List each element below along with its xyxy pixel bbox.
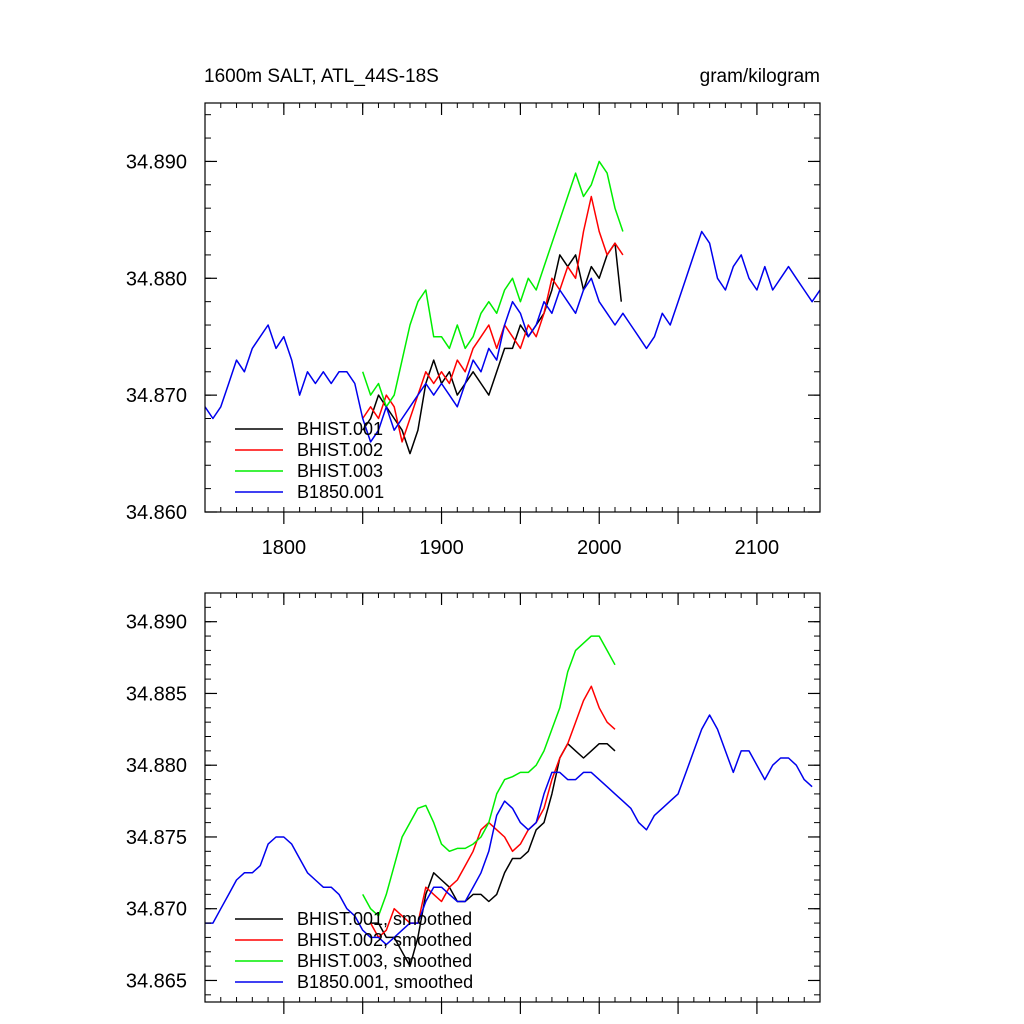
- x-tick-label: 2000: [577, 537, 622, 559]
- y-tick-label: 34.885: [126, 683, 187, 705]
- top-panel: 1600m SALT, ATL_44S-18S gram/kilogram 18…: [126, 66, 821, 559]
- y-tick-label: 34.880: [126, 268, 187, 290]
- chart-title: 1600m SALT, ATL_44S-18S: [204, 66, 439, 87]
- legend-label: BHIST.003, smoothed: [297, 951, 472, 971]
- bottom-panel: 34.865 34.870 34.875 34.880 34.885 34.890 BHIS…: [126, 592, 821, 1014]
- series-line-4: [205, 714, 813, 946]
- x-tick-label: 1900: [419, 537, 464, 559]
- x-tick-label: 2100: [735, 537, 780, 559]
- y-tick-label: 34.870: [126, 385, 187, 407]
- plot-frame: [204, 592, 821, 1003]
- y-tick-label: 34.880: [126, 755, 187, 777]
- series-line-3: [361, 160, 624, 408]
- y-tick-label: 34.870: [126, 899, 187, 921]
- y-tick-label: 34.860: [126, 502, 187, 524]
- plot-frame: [204, 102, 821, 513]
- series-line-1: [362, 242, 623, 455]
- y-tick-label: 34.865: [126, 970, 187, 992]
- x-tick-label: 1800: [262, 537, 307, 559]
- series-line-2: [362, 195, 624, 443]
- y-tick-label: 34.875: [126, 827, 187, 849]
- legend-label: BHIST.002: [297, 440, 383, 460]
- series-line-3: [362, 635, 616, 917]
- legend-label: B1850.001, smoothed: [297, 972, 473, 992]
- units-label: gram/kilogram: [700, 66, 820, 87]
- legend-label: BHIST.002, smoothed: [297, 930, 472, 950]
- series-line-1: [370, 742, 616, 967]
- legend-label: BHIST.003: [297, 461, 383, 481]
- y-tick-label: 34.890: [126, 612, 187, 634]
- legend-label: B1850.001: [297, 482, 384, 502]
- y-tick-label: 34.890: [126, 151, 187, 173]
- legend-label: BHIST.001, smoothed: [297, 909, 472, 929]
- legend-label: BHIST.001: [297, 419, 383, 439]
- series-line-4: [205, 230, 820, 443]
- series-line-2: [369, 685, 616, 939]
